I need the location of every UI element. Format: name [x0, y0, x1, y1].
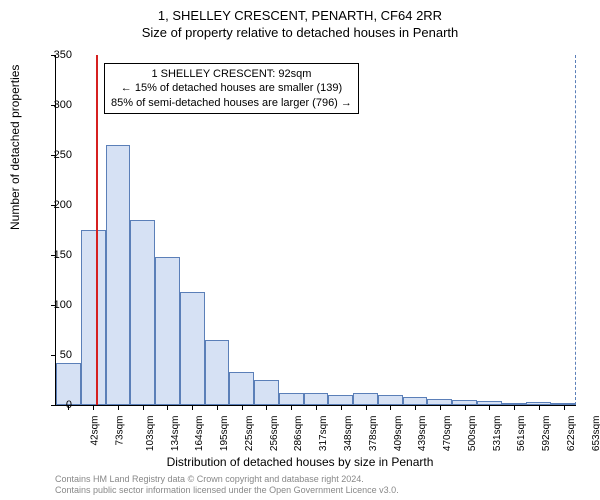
xtick-mark	[192, 405, 193, 410]
xtick-mark	[366, 405, 367, 410]
histogram-bar	[403, 397, 428, 405]
y-axis-label: Number of detached properties	[8, 65, 22, 230]
chart-container: 1, SHELLEY CRESCENT, PENARTH, CF64 2RR S…	[0, 0, 600, 500]
xtick-mark	[266, 405, 267, 410]
xtick-label: 225sqm	[244, 416, 255, 452]
xtick-mark	[564, 405, 565, 410]
plot-region: 42sqm73sqm103sqm134sqm164sqm195sqm225sqm…	[55, 55, 576, 406]
range-end-line	[575, 55, 576, 405]
xtick-label: 378sqm	[368, 416, 379, 452]
xtick-mark	[390, 405, 391, 410]
histogram-bar	[328, 395, 353, 405]
xtick-label: 470sqm	[442, 416, 453, 452]
xtick-label: 103sqm	[145, 416, 156, 452]
xtick-mark	[514, 405, 515, 410]
ytick-label: 200	[42, 199, 72, 211]
histogram-bar	[304, 393, 329, 405]
histogram-bar	[279, 393, 304, 405]
xtick-label: 653sqm	[591, 416, 600, 452]
xtick-label: 134sqm	[170, 416, 181, 452]
xtick-mark	[242, 405, 243, 410]
xtick-label: 500sqm	[467, 416, 478, 452]
histogram-bar	[378, 395, 403, 405]
ytick-label: 0	[42, 399, 72, 411]
xtick-label: 317sqm	[318, 416, 329, 452]
xtick-mark	[118, 405, 119, 410]
chart-area: 42sqm73sqm103sqm134sqm164sqm195sqm225sqm…	[55, 55, 575, 405]
xtick-label: 42sqm	[90, 416, 101, 446]
annotation-line: 85% of semi-detached houses are larger (…	[111, 96, 352, 110]
xtick-mark	[341, 405, 342, 410]
xtick-label: 409sqm	[393, 416, 404, 452]
xtick-label: 164sqm	[195, 416, 206, 452]
annotation-box: 1 SHELLEY CRESCENT: 92sqm← 15% of detach…	[104, 63, 359, 114]
histogram-bar	[229, 372, 254, 405]
xtick-mark	[217, 405, 218, 410]
xtick-mark	[316, 405, 317, 410]
attribution-line: Contains public sector information licen…	[55, 485, 399, 496]
ytick-label: 300	[42, 99, 72, 111]
histogram-bar	[130, 220, 155, 405]
xtick-mark	[93, 405, 94, 410]
xtick-mark	[539, 405, 540, 410]
xtick-label: 622sqm	[566, 416, 577, 452]
xtick-label: 561sqm	[516, 416, 527, 452]
xtick-label: 195sqm	[219, 416, 230, 452]
xtick-label: 348sqm	[343, 416, 354, 452]
attribution-line: Contains HM Land Registry data © Crown c…	[55, 474, 399, 485]
histogram-bar	[353, 393, 378, 405]
xtick-mark	[291, 405, 292, 410]
histogram-bar	[180, 292, 205, 405]
xtick-label: 256sqm	[269, 416, 280, 452]
xtick-mark	[440, 405, 441, 410]
histogram-bar	[155, 257, 180, 405]
chart-subtitle: Size of property relative to detached ho…	[0, 23, 600, 40]
attribution: Contains HM Land Registry data © Crown c…	[55, 474, 399, 496]
xtick-label: 73sqm	[115, 416, 126, 446]
ytick-label: 150	[42, 249, 72, 261]
xtick-mark	[415, 405, 416, 410]
ytick-label: 250	[42, 149, 72, 161]
xtick-mark	[489, 405, 490, 410]
histogram-bar	[205, 340, 230, 405]
xtick-label: 286sqm	[294, 416, 305, 452]
xtick-mark	[143, 405, 144, 410]
xtick-mark	[167, 405, 168, 410]
xtick-mark	[465, 405, 466, 410]
property-marker-line	[96, 55, 98, 405]
xtick-label: 592sqm	[541, 416, 552, 452]
histogram-bar	[106, 145, 131, 405]
chart-title: 1, SHELLEY CRESCENT, PENARTH, CF64 2RR	[0, 0, 600, 23]
ytick-label: 50	[42, 349, 72, 361]
annotation-line: 1 SHELLEY CRESCENT: 92sqm	[111, 67, 352, 81]
histogram-bar	[254, 380, 279, 405]
annotation-line: ← 15% of detached houses are smaller (13…	[111, 81, 352, 95]
xtick-label: 531sqm	[492, 416, 503, 452]
histogram-bar	[81, 230, 106, 405]
ytick-label: 100	[42, 299, 72, 311]
x-axis-label: Distribution of detached houses by size …	[0, 455, 600, 469]
ytick-label: 350	[42, 49, 72, 61]
xtick-label: 439sqm	[417, 416, 428, 452]
